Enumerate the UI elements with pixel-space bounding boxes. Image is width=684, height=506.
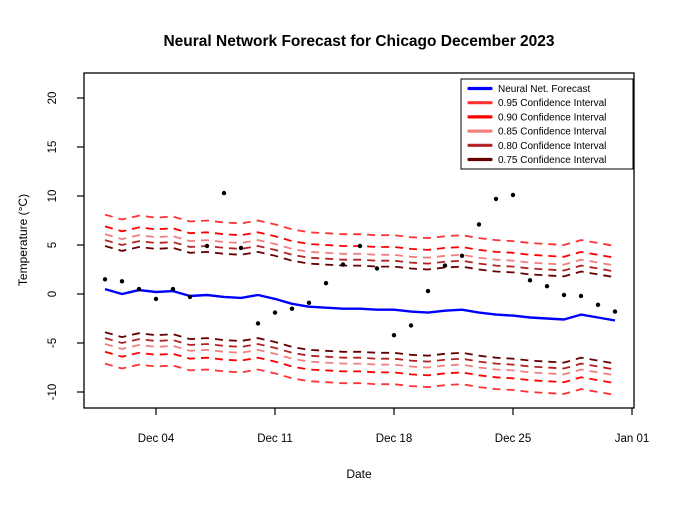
x-axis-tick-label: Dec 18 [376, 433, 412, 445]
ci-upper-line-0.80 [104, 239, 616, 273]
legend-item: 0.90 Confidence Interval [467, 112, 606, 123]
legend-item-label: 0.75 Confidence Interval [498, 155, 606, 166]
ci-lower-line-0.75 [104, 331, 616, 365]
observed-point [578, 293, 584, 299]
observed-point [204, 243, 210, 249]
legend-item: Neural Net. Forecast [467, 84, 590, 95]
observed-point [612, 309, 618, 314]
y-axis-tick-label: 15 [47, 141, 59, 154]
forecast-line [104, 287, 616, 322]
y-axis-label: Temperature (°C) [16, 194, 30, 286]
observed-point [221, 190, 227, 196]
legend-item-label: 0.80 Confidence Interval [498, 141, 606, 152]
y-axis-tick-label: 5 [47, 242, 59, 248]
observed-point [306, 300, 312, 305]
observed-point [102, 277, 108, 282]
legend-item: 0.80 Confidence Interval [467, 141, 606, 152]
observed-point [357, 243, 363, 249]
observed-point [340, 262, 346, 267]
observed-point [119, 279, 125, 284]
observed-point [170, 286, 176, 292]
y-axis-tick-label: 20 [47, 92, 59, 105]
observed-point [510, 192, 516, 198]
x-axis-tick-label: Dec 11 [257, 433, 293, 445]
x-axis-tick-label: Jan 01 [615, 433, 650, 445]
x-axis-label: Date [346, 467, 372, 481]
observed-point [289, 306, 295, 311]
legend-item-label: 0.90 Confidence Interval [498, 112, 606, 123]
observed-point [595, 302, 601, 307]
ci-upper-line-0.75 [104, 245, 616, 279]
observed-point [391, 333, 397, 338]
legend-item-label: Neural Net. Forecast [498, 84, 590, 95]
observed-point [408, 323, 414, 328]
plot-box [83, 72, 635, 409]
observed-point [561, 292, 567, 298]
observed-point [476, 222, 482, 227]
legend-box [460, 78, 634, 170]
observed-point [255, 321, 261, 326]
observed-point [187, 294, 193, 300]
observed-point [459, 253, 465, 258]
ci-upper-line-0.85 [104, 233, 616, 267]
legend: Neural Net. Forecast 0.95 Confidence Inte… [460, 78, 634, 170]
observed-point [527, 278, 533, 283]
observed-point [272, 310, 278, 315]
y-axis-tick-label: -10 [47, 384, 59, 401]
x-axis-tick-label: Dec 04 [138, 433, 175, 445]
observed-point [323, 281, 329, 286]
observed-point [425, 288, 431, 294]
ci-lower-line-0.85 [104, 343, 616, 377]
observed-point [493, 196, 499, 202]
x-axis-tick-label: Dec 25 [495, 433, 531, 445]
legend-item: 0.85 Confidence Interval [467, 127, 606, 138]
ci-lower-line-0.90 [104, 350, 616, 385]
ci-upper-line-0.95 [104, 213, 616, 247]
legend-item-label: 0.95 Confidence Interval [498, 98, 606, 109]
ci-lower-line-0.80 [104, 337, 616, 371]
legend-item: 0.75 Confidence Interval [467, 155, 606, 166]
legend-item: 0.95 Confidence Interval [467, 98, 606, 109]
y-axis-tick-label: -5 [47, 338, 59, 348]
plot-area: Dec 04 Dec 11 Dec 18 Dec 25 Jan 01 20 15 10 5 0 -5… [47, 72, 650, 445]
chart-title: Neural Network Forecast for Chicago Dece… [163, 33, 554, 50]
observed-point [544, 284, 550, 289]
observed-point [153, 296, 159, 302]
observed-point [238, 245, 244, 251]
observed-point [374, 266, 380, 271]
observed-point [136, 286, 142, 292]
y-axis-tick-label: 0 [47, 291, 59, 297]
ci-lower-line-0.95 [104, 362, 616, 396]
y-axis-tick-label: 10 [47, 190, 59, 203]
observed-point [442, 263, 448, 268]
legend-item-label: 0.85 Confidence Interval [498, 127, 606, 138]
